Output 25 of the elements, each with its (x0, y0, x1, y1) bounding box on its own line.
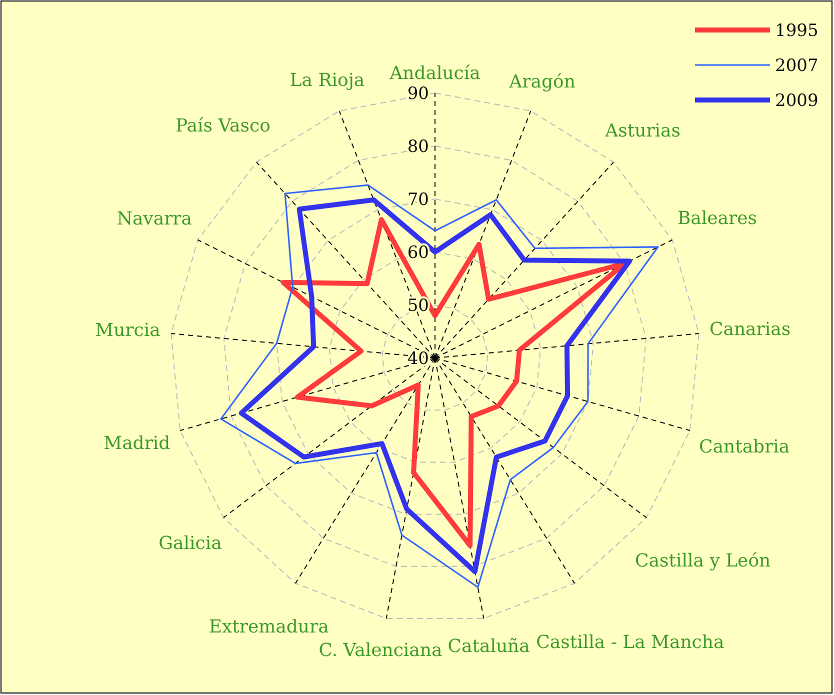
y-tick-label: 50 (407, 296, 429, 316)
spoke-label: Madrid (104, 433, 170, 454)
spoke-label: Cantabria (698, 436, 790, 458)
y-tick-label: 70 (407, 190, 429, 210)
spoke-label: C. Valenciana (318, 640, 443, 661)
spoke-label: Navarra (116, 208, 192, 230)
y-tick-label: 90 (407, 84, 429, 104)
y-tick-label: 60 (407, 242, 429, 263)
legend-label: 2007 (775, 56, 818, 76)
spoke-label: Andalucía (388, 62, 481, 84)
spoke-label: País Vasco (175, 116, 270, 137)
spoke-label: Galicia (158, 533, 222, 554)
spoke-label: Murcia (95, 320, 161, 341)
spoke-label: Extremadura (208, 616, 330, 638)
spoke-label: La Rioja (290, 70, 365, 92)
y-tick-label: 80 (407, 136, 429, 157)
legend-label: 1995 (775, 20, 818, 41)
spoke-label: Castilla - La Mancha (536, 632, 724, 653)
spoke-label: Cataluña (448, 636, 530, 658)
spoke-label: Canarias (709, 319, 791, 340)
spoke-label: Castilla y León (635, 550, 772, 572)
spoke-label: Aragón (508, 71, 576, 92)
legend-label: 2009 (775, 90, 818, 111)
spoke-label: Baleares (677, 208, 758, 229)
spoke-label: Asturias (604, 120, 681, 142)
